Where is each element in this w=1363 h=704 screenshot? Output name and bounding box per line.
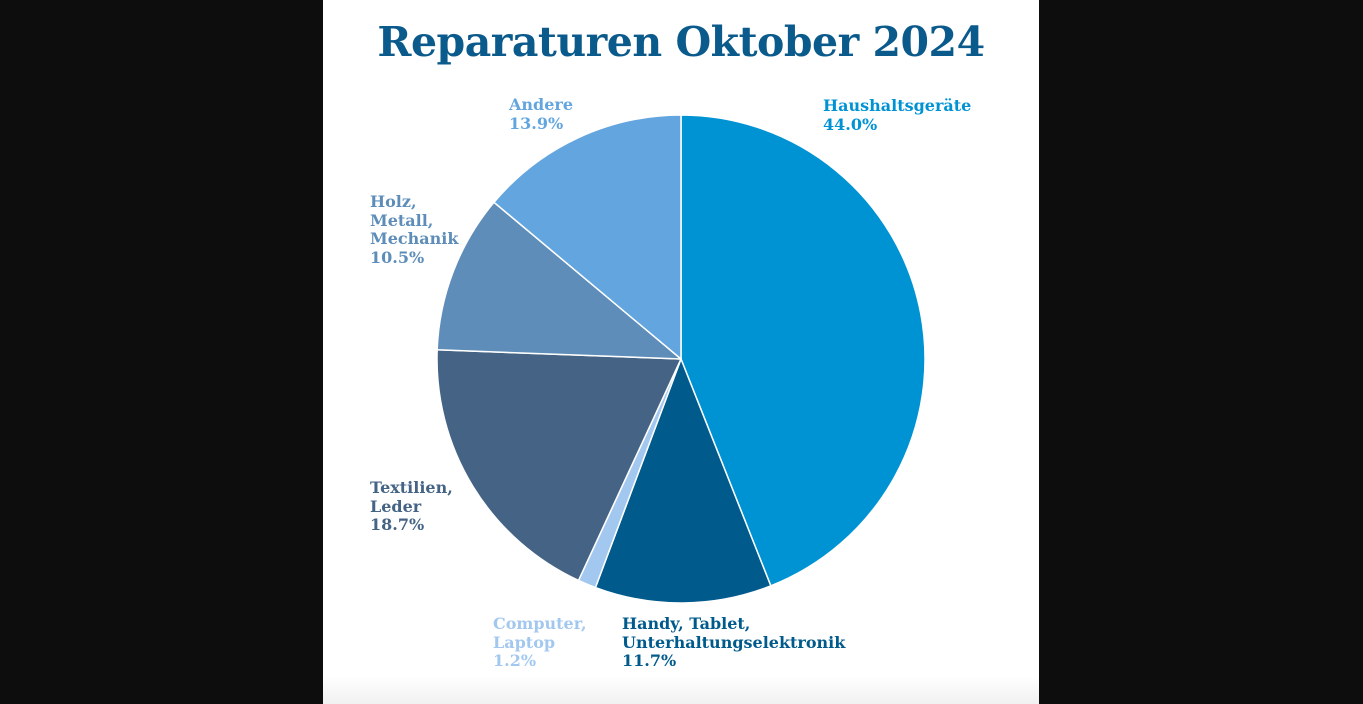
slice-value-text: 1.2% [493,651,537,670]
pie-slice-0 [680,114,926,587]
slice-label-holz-metall-mechanik: Holz, Metall, Mechanik 10.5% [370,192,459,267]
slice-label-textilien-leder: Textilien, Leder 18.7% [370,478,453,535]
slice-label-text: Andere [509,95,574,114]
pie-slice-4 [436,201,682,360]
slice-value-text: 11.7% [622,651,677,670]
slice-label-andere: Andere 13.9% [509,95,574,133]
slice-label-haushaltsgeraete: Haushaltsgeräte 44.0% [823,96,972,134]
pie-slice-1 [594,358,772,604]
slice-label-handy-tablet: Handy, Tablet, Unterhaltungselektronik 11… [622,614,846,671]
slice-value-text: 44.0% [823,114,878,134]
slice-value-text: 18.7% [370,515,425,534]
slice-label-text: Haushaltsgeräte [823,96,972,115]
slice-label-text: Computer, Laptop [493,614,587,652]
chart-title: Reparaturen Oktober 2024 [377,18,985,66]
pie-slice-5 [493,114,682,360]
pie-slice-3 [436,349,682,582]
slice-label-text: Textilien, Leder [370,478,453,516]
slice-label-computer-laptop: Computer, Laptop 1.2% [493,614,587,671]
slice-value-text: 13.9% [509,113,564,133]
slice-label-text: Handy, Tablet, Unterhaltungselektronik [622,614,846,652]
card-bottom-shade [323,676,1039,704]
slice-value-text: 10.5% [370,247,425,267]
slice-label-text: Holz, Metall, Mechanik [370,192,459,248]
